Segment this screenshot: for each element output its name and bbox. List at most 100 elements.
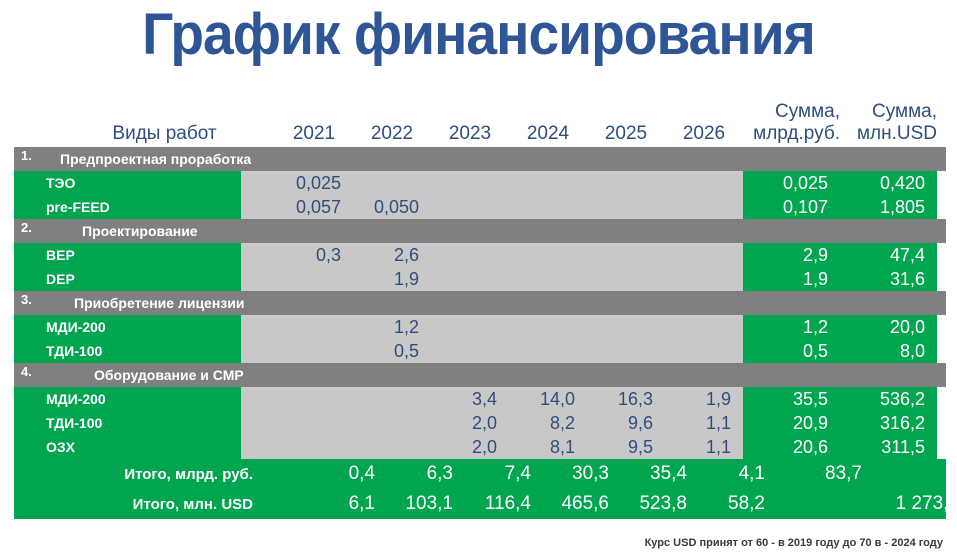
row-value-2026: 1,9 xyxy=(665,387,743,411)
row-value-2022: 2,6 xyxy=(353,243,431,267)
row-value-2023 xyxy=(431,339,509,363)
row-value-2022 xyxy=(353,171,431,195)
section-band: 2. Проектирование xyxy=(14,219,946,243)
row-gutter xyxy=(14,195,20,219)
row-value-2026: 1,1 xyxy=(665,411,743,435)
row-label: pre-FEED xyxy=(20,195,241,219)
row-label: ТДИ-100 xyxy=(20,411,241,435)
row-sum-usd: 311,5 xyxy=(840,435,937,459)
row-sum-rub: 35,5 xyxy=(743,387,840,411)
totals-row-usd: Итого, млн. USD 6,1 103,1 116,4 465,6 52… xyxy=(14,489,957,519)
row-sum-usd: 20,0 xyxy=(840,315,937,339)
row-gutter xyxy=(14,411,20,435)
row-value-2023: 2,0 xyxy=(431,435,509,459)
totals-value-2021: 0,4 xyxy=(348,463,375,484)
row-sum-usd: 8,0 xyxy=(840,339,937,363)
row-value-2024 xyxy=(509,315,587,339)
totals-label: Итого, млрд. руб. xyxy=(124,465,253,483)
row-gutter xyxy=(14,267,20,291)
row-value-2021 xyxy=(275,411,353,435)
table-row: ТДИ-100 2,0 8,2 9,6 1,1 20,9 316,2 xyxy=(14,411,946,435)
header-sum-usd-line1: Сумма, xyxy=(872,100,937,122)
row-sum-rub: 0,107 xyxy=(743,195,840,219)
section-title: Приобретение лицензии xyxy=(74,295,245,311)
row-pad xyxy=(241,435,275,459)
row-value-2021 xyxy=(275,435,353,459)
row-sum-rub: 2,9 xyxy=(743,243,840,267)
row-value-2022 xyxy=(353,387,431,411)
row-sum-usd: 316,2 xyxy=(840,411,937,435)
totals-value-2023: 116,4 xyxy=(484,493,531,514)
totals-value-2025: 523,8 xyxy=(639,493,687,514)
totals-sum-usd xyxy=(874,459,957,489)
row-value-2023 xyxy=(431,267,509,291)
row-value-2022: 1,2 xyxy=(353,315,431,339)
section-title: Проектирование xyxy=(82,223,198,239)
totals-value-2022: 6,3 xyxy=(426,463,453,484)
row-sum-rub: 1,2 xyxy=(743,315,840,339)
totals-row-rub: Итого, млрд. руб. 0,4 6,3 7,4 30,3 35,4 … xyxy=(14,459,946,489)
row-value-2021 xyxy=(275,387,353,411)
financing-schedule-table: Виды работ 2021 2022 2023 2024 2025 2026… xyxy=(14,100,957,519)
row-sum-rub: 20,6 xyxy=(743,435,840,459)
totals-value-2025: 35,4 xyxy=(650,463,687,484)
row-value-2023: 2,0 xyxy=(431,411,509,435)
row-value-2022 xyxy=(353,435,431,459)
table-row: ТДИ-100 0,5 0,5 8,0 xyxy=(14,339,946,363)
row-value-2024 xyxy=(509,267,587,291)
row-value-2023 xyxy=(431,243,509,267)
row-gutter xyxy=(14,243,20,267)
row-value-2023 xyxy=(431,195,509,219)
row-value-2024 xyxy=(509,171,587,195)
row-pad xyxy=(241,339,275,363)
row-value-2023: 3,4 xyxy=(431,387,509,411)
section-number: 1. xyxy=(21,148,32,163)
row-value-2024 xyxy=(509,243,587,267)
row-label: BEP xyxy=(20,243,241,267)
header-work-types: Виды работ xyxy=(112,123,217,144)
row-sum-usd: 536,2 xyxy=(840,387,937,411)
header-year-2024: 2024 xyxy=(526,123,570,144)
table-row: BEP 0,3 2,6 2,9 47,4 xyxy=(14,243,946,267)
table-row: pre-FEED 0,057 0,050 0,107 1,805 xyxy=(14,195,946,219)
row-value-2023 xyxy=(431,171,509,195)
row-value-2021: 0,025 xyxy=(275,171,353,195)
row-sum-usd: 31,6 xyxy=(840,267,937,291)
totals-sum-usd: 1 273,2 xyxy=(895,493,957,514)
row-sum-rub: 20,9 xyxy=(743,411,840,435)
row-gutter xyxy=(14,315,20,339)
header-year-2022: 2022 xyxy=(370,123,414,144)
row-value-2025: 16,3 xyxy=(587,387,665,411)
header-sum-usd: Сумма, млн.USD xyxy=(840,100,937,147)
section-band: 3. Приобретение лицензии xyxy=(14,291,946,315)
row-sum-rub: 0,5 xyxy=(743,339,840,363)
row-value-2025 xyxy=(587,315,665,339)
page-title: График финансирования xyxy=(142,2,816,67)
row-value-2022 xyxy=(353,411,431,435)
row-sum-rub: 1,9 xyxy=(743,267,840,291)
row-value-2026 xyxy=(665,171,743,195)
row-value-2024: 14,0 xyxy=(509,387,587,411)
row-value-2026 xyxy=(665,315,743,339)
row-value-2025 xyxy=(587,171,665,195)
totals-value-2023: 7,4 xyxy=(504,463,531,484)
row-value-2024 xyxy=(509,195,587,219)
header-year-2023: 2023 xyxy=(448,123,492,144)
row-value-2024: 8,1 xyxy=(509,435,587,459)
row-value-2026 xyxy=(665,339,743,363)
row-value-2022: 0,5 xyxy=(353,339,431,363)
row-pad xyxy=(241,411,275,435)
row-pad xyxy=(241,195,275,219)
section-band: 1. Предпроектная проработка xyxy=(14,147,946,171)
table-row: ОЗХ 2,0 8,1 9,5 1,1 20,6 311,5 xyxy=(14,435,946,459)
row-gutter xyxy=(14,339,20,363)
table-row: МДИ-200 3,4 14,0 16,3 1,9 35,5 536,2 xyxy=(14,387,946,411)
header-sum-rub-line2: млрд.руб. xyxy=(753,122,840,144)
header-year-2021: 2021 xyxy=(292,123,336,144)
row-value-2025 xyxy=(587,243,665,267)
row-value-2024: 8,2 xyxy=(509,411,587,435)
row-value-2021 xyxy=(275,267,353,291)
table-header-row: Виды работ 2021 2022 2023 2024 2025 2026… xyxy=(14,100,946,147)
row-value-2025 xyxy=(587,267,665,291)
header-sum-rub-line1: Сумма, xyxy=(775,100,840,122)
